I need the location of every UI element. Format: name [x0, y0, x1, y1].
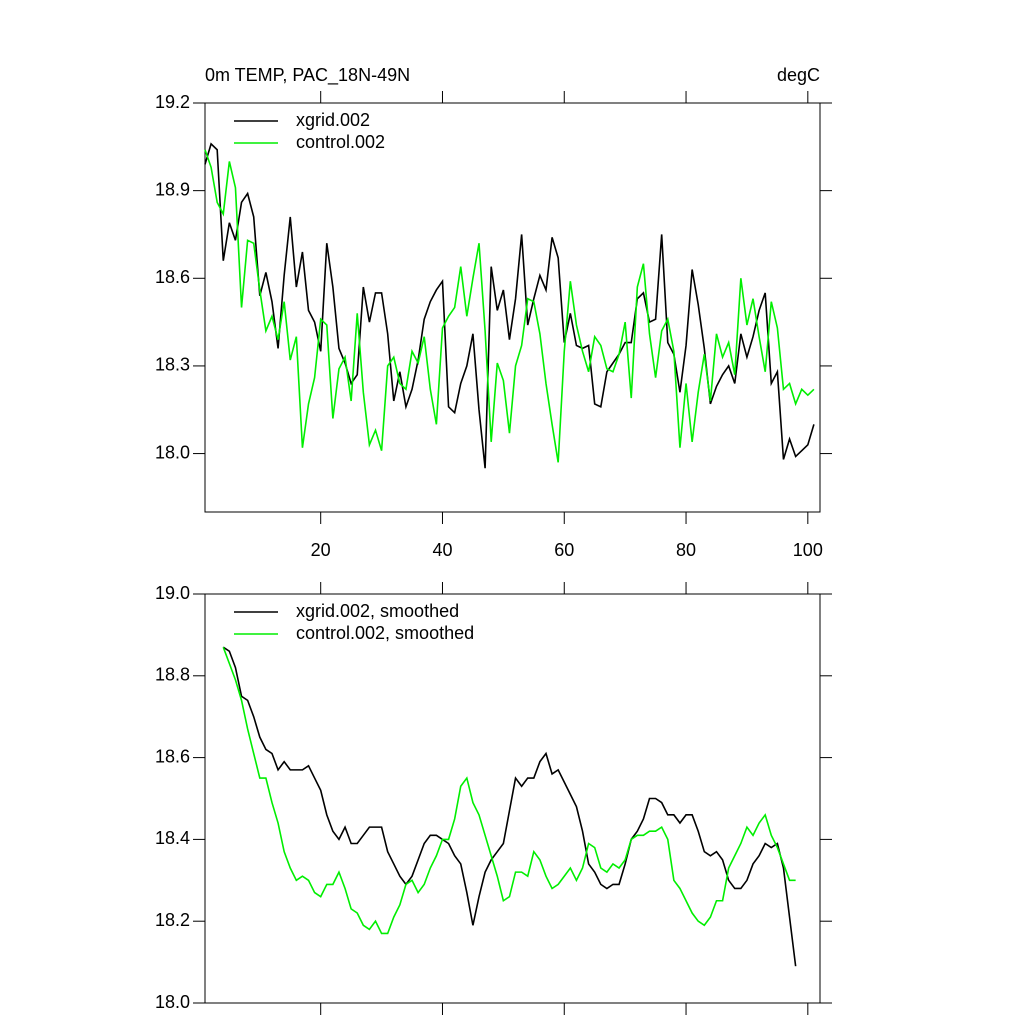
chart-title: 0m TEMP, PAC_18N-49N	[205, 65, 410, 86]
legend-label: xgrid.002, smoothed	[296, 601, 459, 621]
x-tick-label: 40	[432, 540, 452, 560]
series-line	[204, 142, 815, 469]
y-tick-label: 18.6	[155, 267, 190, 287]
y-tick-label: 18.0	[155, 442, 190, 462]
y-tick-label: 18.4	[155, 828, 190, 848]
units-label: degC	[777, 65, 820, 85]
y-tick-label: 18.8	[155, 665, 190, 685]
y-tick-label: 18.0	[155, 992, 190, 1012]
x-tick-label: 80	[676, 540, 696, 560]
y-tick-label: 18.6	[155, 746, 190, 766]
plot-frame	[204, 593, 821, 1004]
plot-frame	[204, 102, 821, 513]
legend-label: xgrid.002	[296, 110, 370, 130]
series-line	[204, 149, 815, 463]
x-tick-label: 60	[554, 540, 574, 560]
series-line	[222, 646, 797, 967]
y-tick-label: 18.2	[155, 910, 190, 930]
y-tick-label: 18.3	[155, 355, 190, 375]
y-tick-label: 18.9	[155, 179, 190, 199]
y-tick-label: 19.2	[155, 92, 190, 112]
y-tick-label: 19.0	[155, 583, 190, 603]
series-line	[222, 646, 796, 935]
legend-label: control.002	[296, 132, 385, 152]
x-tick-label: 20	[311, 540, 331, 560]
x-tick-label: 100	[793, 540, 823, 560]
legend-label: control.002, smoothed	[296, 623, 474, 643]
